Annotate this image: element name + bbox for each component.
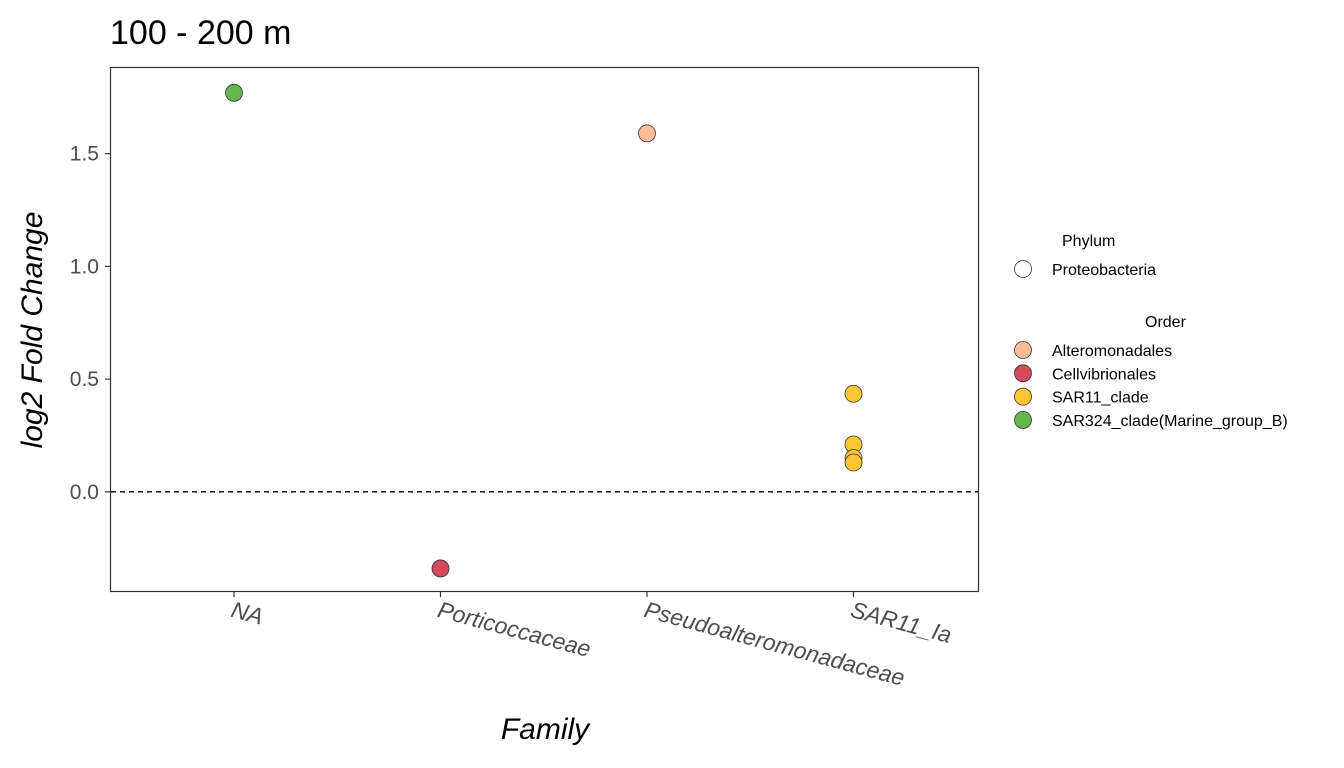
legend-label: Cellvibrionales <box>1052 366 1156 383</box>
legend-label: SAR11_clade <box>1052 390 1149 407</box>
legend-key <box>1014 364 1032 383</box>
x-tick-label: Porticoccaceae <box>435 596 594 662</box>
x-tick-label: NA <box>229 596 267 629</box>
x-tick-label: SAR11_Ia <box>848 596 954 648</box>
legend-label: Proteobacteria <box>1052 262 1156 279</box>
y-tick-label: 0.0 <box>70 481 99 504</box>
legend-phylum-title: Phylum <box>1062 233 1115 250</box>
data-point <box>638 124 656 143</box>
legend-key <box>1014 410 1032 429</box>
legend-order-title: Order <box>1145 314 1187 331</box>
legend-key <box>1014 341 1032 359</box>
y-tick-label: 1.5 <box>70 143 99 166</box>
legend-label: SAR324_clade(Marine_group_B) <box>1052 413 1288 430</box>
chart-title: 100 - 200 m <box>110 14 291 52</box>
y-axis: 0.0 0.5 1.0 1.5 <box>70 143 111 504</box>
x-axis: NA Porticoccaceae PseudoalteromonadaceaeSA… <box>229 591 954 691</box>
data-point <box>844 384 863 403</box>
data-point <box>844 453 863 472</box>
data-point <box>225 83 243 102</box>
plot-panel <box>109 66 980 593</box>
data-points <box>225 83 863 578</box>
legend: Phylum Proteobacteria Order Alteromonada… <box>1014 233 1288 430</box>
y-tick-label: 0.5 <box>70 368 99 391</box>
legend-label: Alteromonadales <box>1052 343 1172 360</box>
y-axis-title: log2 Fold Change <box>16 212 49 449</box>
legend-key <box>1014 387 1032 406</box>
x-axis-title: Family <box>501 713 591 746</box>
data-point <box>431 559 450 578</box>
legend-key <box>1014 260 1032 278</box>
y-tick-label: 1.0 <box>70 255 99 278</box>
